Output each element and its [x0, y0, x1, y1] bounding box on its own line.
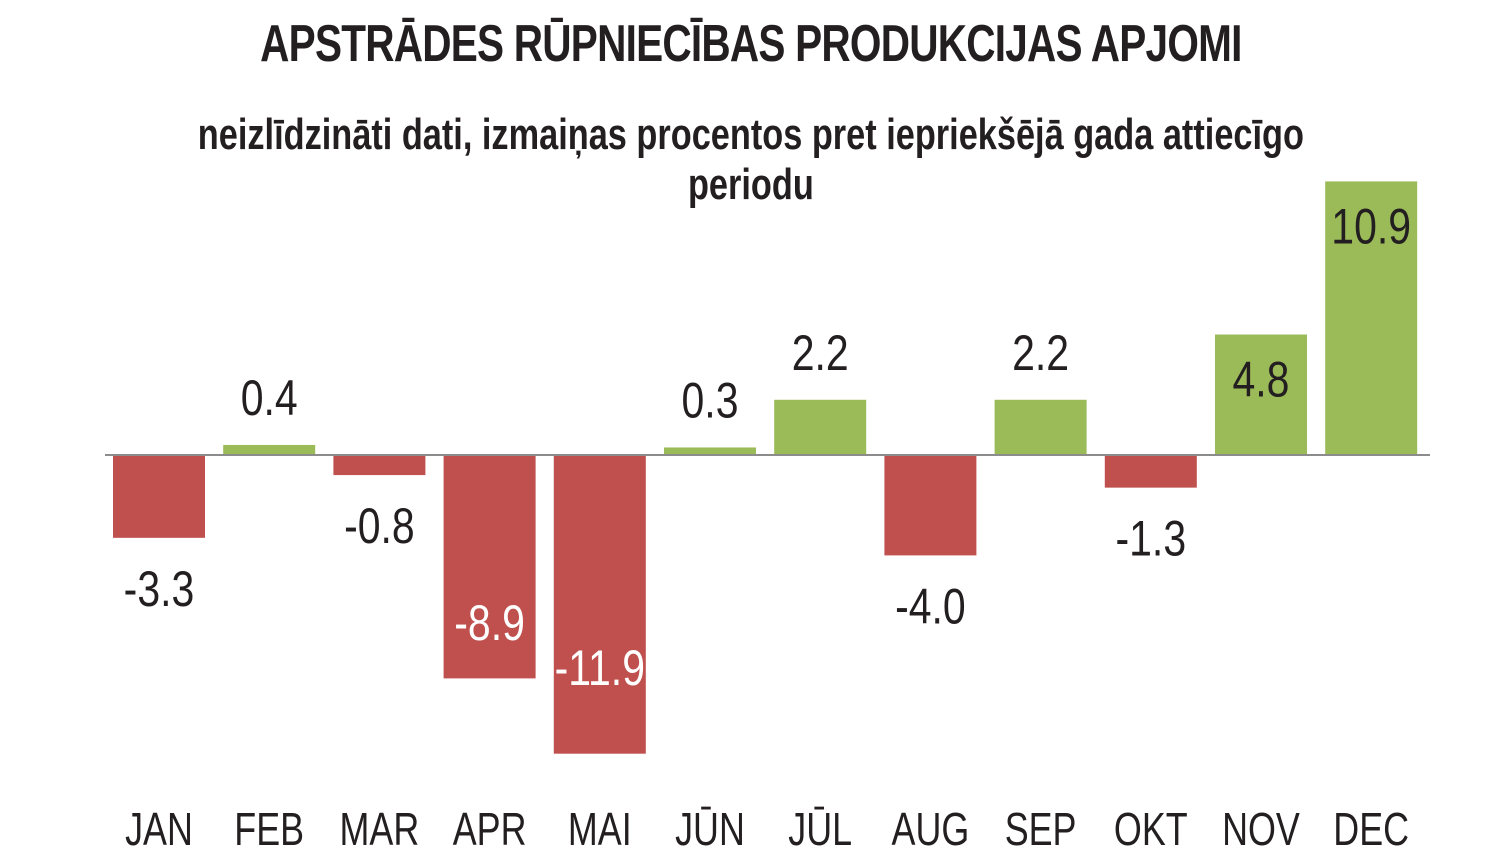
value-label-jan: -3.3	[124, 561, 195, 617]
bar-jūl	[774, 399, 867, 455]
category-label-apr: APR	[453, 804, 527, 855]
category-label-jūl: JŪL	[788, 804, 852, 855]
category-label-sep: SEP	[1005, 804, 1077, 855]
value-label-aug: -4.0	[895, 579, 966, 635]
category-label-dec: DEC	[1333, 804, 1409, 855]
category-label-jūn: JŪN	[675, 804, 745, 855]
bar-sep	[994, 399, 1087, 455]
value-label-okt: -1.3	[1115, 511, 1186, 567]
bar-okt	[1104, 455, 1197, 488]
labels-layer: -3.3 JAN 0.4 FEB -0.8 MAR -8.9 APR -11.9 MAI 0.3 JŪ…	[124, 199, 1411, 855]
value-label-nov: 4.8	[1233, 352, 1290, 408]
value-label-feb: 0.4	[241, 370, 298, 426]
category-label-mai: MAI	[568, 804, 632, 855]
category-label-nov: NOV	[1222, 804, 1300, 855]
value-label-dec: 10.9	[1331, 199, 1411, 255]
chart-subtitle: neizlīdzināti dati, izmaiņas procentos p…	[197, 110, 1304, 209]
bar-feb	[223, 444, 316, 455]
value-label-sep: 2.2	[1012, 325, 1069, 381]
bar-jan	[113, 455, 205, 538]
chart-title: APSTRĀDES RŪPNIECĪBAS PRODUKCIJAS APJOMI	[260, 15, 1242, 73]
bar-mai	[553, 455, 646, 754]
bar-jūn	[664, 447, 756, 455]
category-label-okt: OKT	[1114, 804, 1188, 855]
value-label-apr: -8.9	[454, 595, 525, 651]
value-label-jūl: 2.2	[792, 325, 849, 381]
bar-nov	[1215, 334, 1307, 455]
value-label-mar: -0.8	[344, 498, 415, 554]
category-label-feb: FEB	[234, 804, 304, 855]
bars-layer	[113, 181, 1418, 754]
bar-mar	[333, 455, 426, 476]
bar-dec	[1325, 181, 1418, 455]
value-label-jūn: 0.3	[682, 373, 739, 429]
category-label-mar: MAR	[340, 804, 420, 855]
category-label-aug: AUG	[892, 804, 970, 855]
category-label-jan: JAN	[125, 804, 193, 855]
value-label-mai: -11.9	[555, 640, 645, 696]
bar-aug	[884, 455, 977, 556]
bar-apr	[443, 455, 536, 679]
